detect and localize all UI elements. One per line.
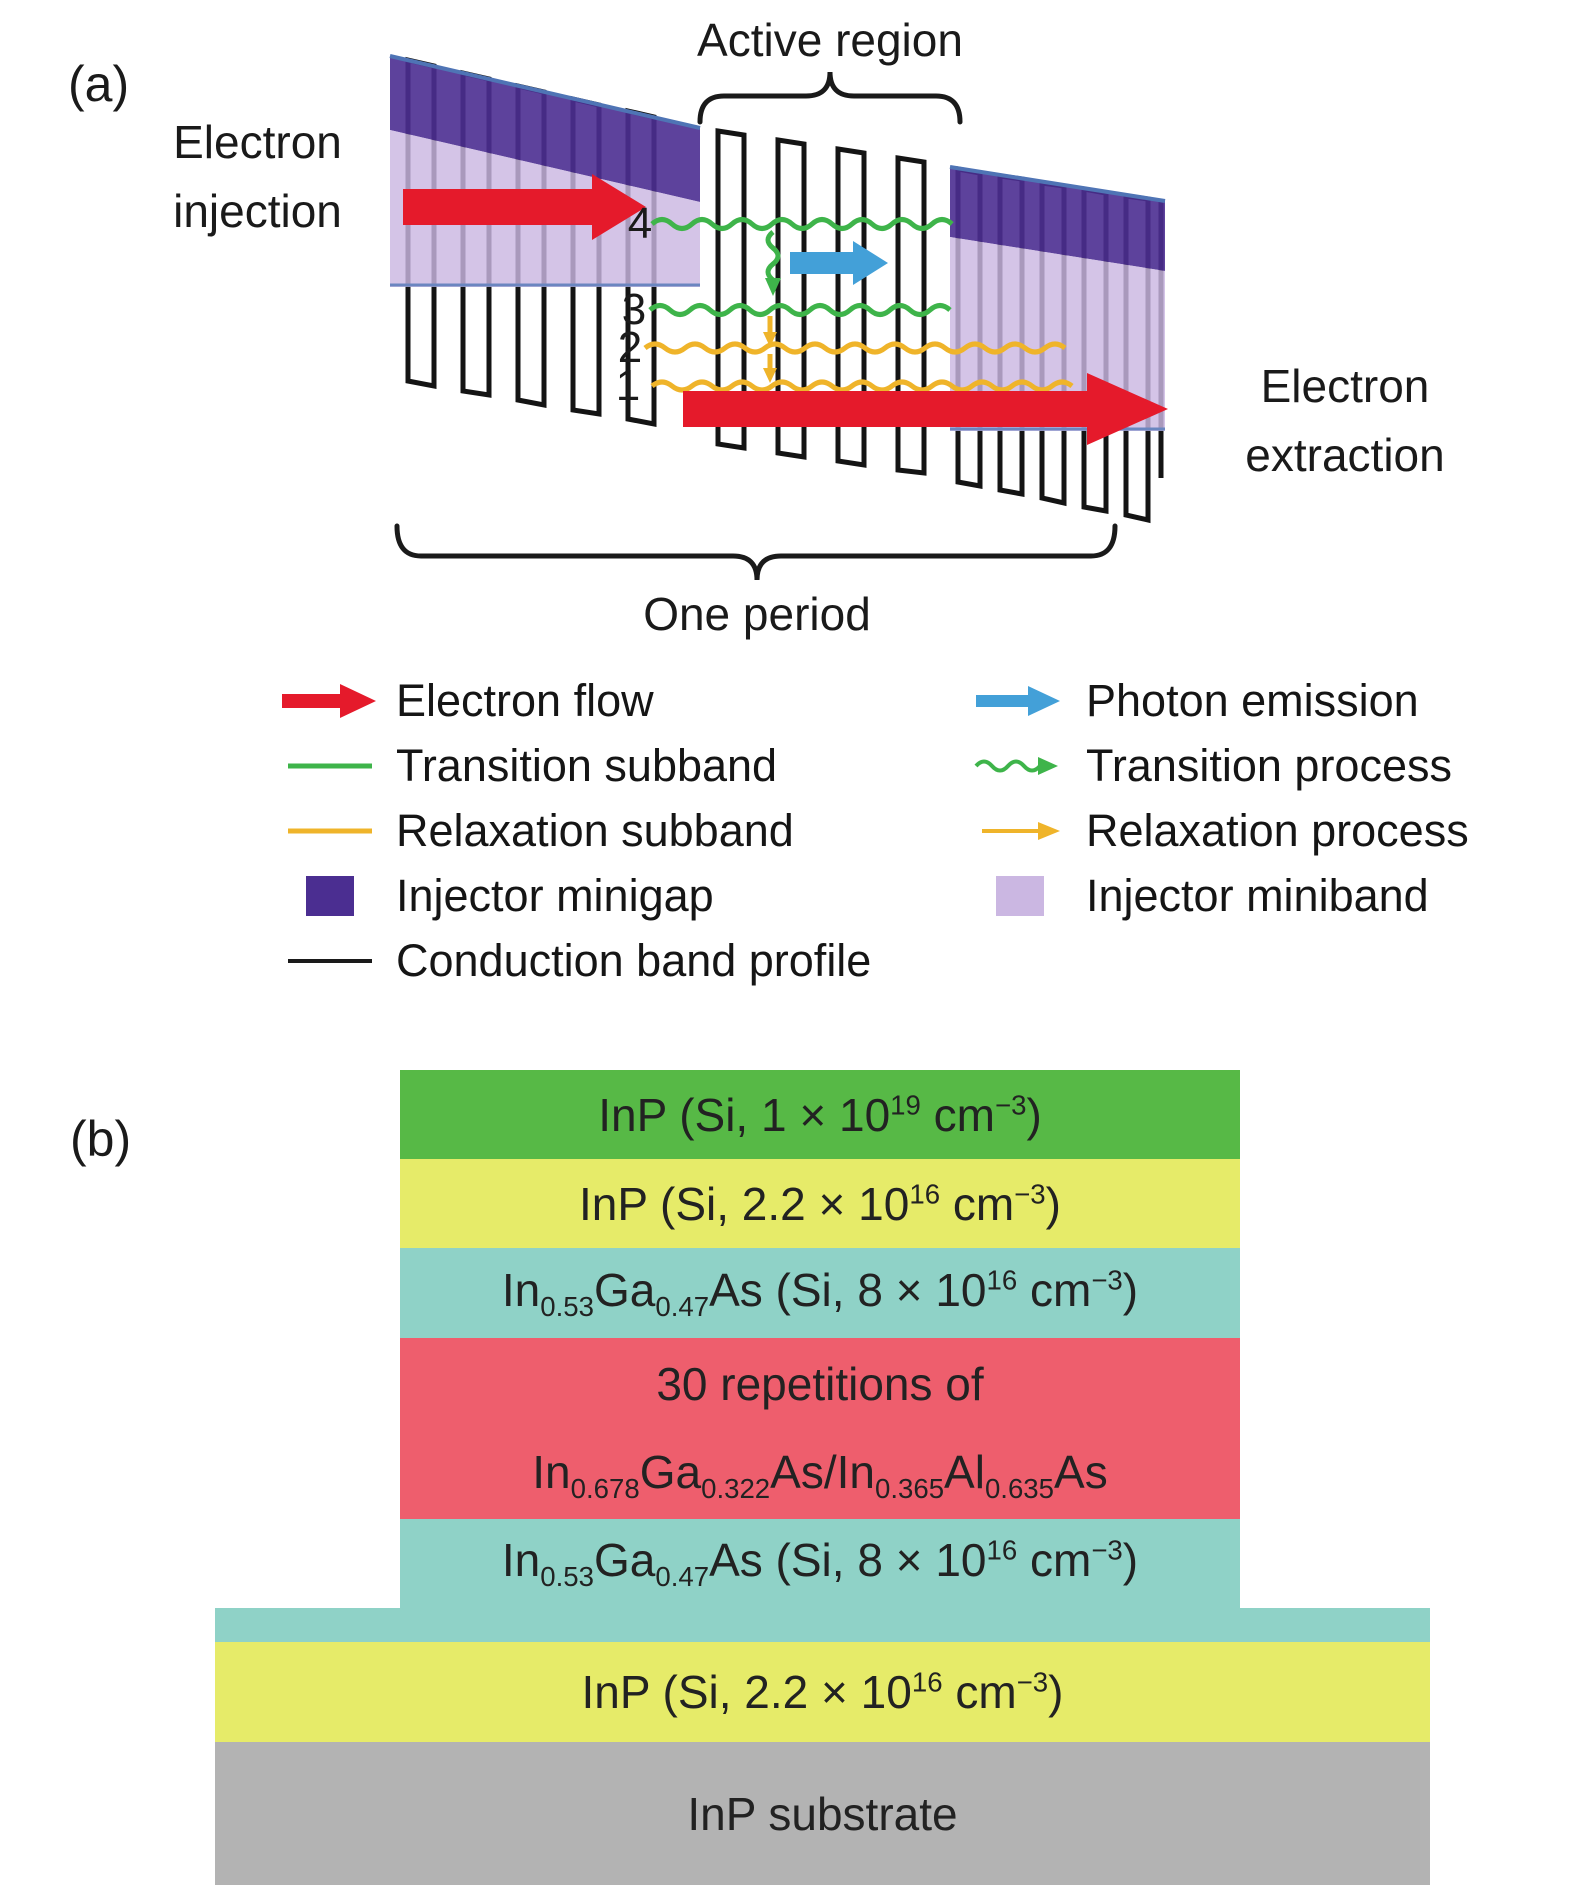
active-region-brace [697,71,963,125]
layer-substrate-text: InP substrate [687,1787,958,1840]
layer-upper-cladding-text: InP (Si, 2.2 × 1016 cm−3) [579,1177,1061,1230]
layer-substrate: InP substrate [215,1742,1430,1885]
transition-subband-4 [650,217,954,231]
band-structure-diagram: 4 3 2 1 [389,54,1168,581]
layer-active-core-text: 30 repetitions of In0.678Ga0.322As/In0.36… [532,1358,1108,1504]
electron-injection-arrow [403,174,646,240]
conduction-band-profile-icon [278,939,382,983]
active-region-label: Active region [697,14,963,66]
layer-upper-waveguide: In0.53Ga0.47As (Si, 8 × 1016 cm−3) [400,1248,1240,1338]
injector-region-right [949,165,1166,431]
injector-miniband-right [950,237,1165,431]
subband-number-1: 1 [616,361,640,410]
legend-item-transition-process: Transition process [968,733,1469,798]
injector-region-left [389,54,701,287]
electron-extraction-line1: Electron [1260,360,1430,412]
layer-cap-text: InP (Si, 1 × 1019 cm−3) [598,1088,1042,1141]
subband-number-4: 4 [628,199,652,248]
one-period-label: One period [643,588,871,640]
legend-label: Conduction band profile [396,934,872,986]
transition-subband-3 [648,303,952,317]
legend-label: Injector minigap [396,869,714,921]
subband-numbers: 4 3 2 1 [616,199,652,410]
legend-item-injector-miniband: Injector miniband [968,863,1469,928]
layer-lower-cladding: InP (Si, 2.2 × 1016 cm−3) [215,1642,1430,1742]
layer-lower-cladding-text: InP (Si, 2.2 × 1016 cm−3) [581,1666,1064,1718]
layer-lower-waveguide-wide [215,1608,1430,1642]
legend-item-relaxation-process: Relaxation process [968,798,1469,863]
electron-injection-line2: injection [173,185,342,237]
injector-minigap-left [390,56,700,202]
injector-miniband-icon [968,874,1072,918]
transition-subband-icon [278,744,382,788]
layer-cap: InP (Si, 1 × 1019 cm−3) [400,1070,1240,1159]
photon-emission-icon [968,679,1072,723]
legend-left-column: Electron flow Transition subband Relaxat… [278,668,871,993]
electron-extraction-line2: extraction [1245,429,1445,481]
legend-label: Transition process [1086,739,1452,791]
legend-item-photon-emission: Photon emission [968,668,1469,733]
legend-label: Transition subband [396,739,778,791]
relaxation-subband-2 [643,341,1067,355]
legend-label: Electron flow [396,674,654,726]
legend-item-transition-subband: Transition subband [278,733,871,798]
one-period-brace [394,523,1118,581]
layer-upper-cladding: InP (Si, 2.2 × 1016 cm−3) [400,1159,1240,1248]
legend-label: Photon emission [1086,674,1419,726]
legend-label: Relaxation process [1086,804,1469,856]
legend-item-electron-flow: Electron flow [278,668,871,733]
relaxation-process-icon [968,809,1072,853]
electron-flow-icon [278,679,382,723]
subband-number-3: 3 [622,285,646,334]
layer-lower-waveguide: In0.53Ga0.47As (Si, 8 × 1016 cm−3) [400,1519,1240,1608]
electron-extraction-label: Electron extraction [1185,352,1505,490]
legend-right-column: Photon emission Transition process Relax… [968,668,1469,928]
subband-number-2: 2 [618,323,642,372]
legend-item-conduction-band-profile: Conduction band profile [278,928,871,993]
legend-label: Injector miniband [1086,869,1429,921]
relaxation-subband-icon [278,809,382,853]
legend-item-relaxation-subband: Relaxation subband [278,798,871,863]
relaxation-subband-1 [650,379,1074,393]
transition-process-arrow [765,230,781,296]
transition-process-icon [968,744,1072,788]
layer-upper-waveguide-text: In0.53Ga0.47As (Si, 8 × 1016 cm−3) [501,1263,1139,1323]
panel-b-label: (b) [70,1111,132,1167]
electron-injection-line1: Electron [173,116,342,168]
injector-minigap-icon [278,874,382,918]
layer-lower-waveguide-text: In0.53Ga0.47As (Si, 8 × 1016 cm−3) [501,1534,1139,1593]
relaxation-process-arrows [763,316,777,383]
panel-a-label: (a) [68,56,130,112]
layer-active-core: 30 repetitions of In0.678Ga0.322As/In0.36… [400,1338,1240,1519]
photon-emission-arrow [790,241,888,285]
legend-label: Relaxation subband [396,804,794,856]
legend-item-injector-minigap: Injector minigap [278,863,871,928]
electron-extraction-arrow [683,373,1168,445]
electron-injection-label: Electron injection [120,108,395,246]
